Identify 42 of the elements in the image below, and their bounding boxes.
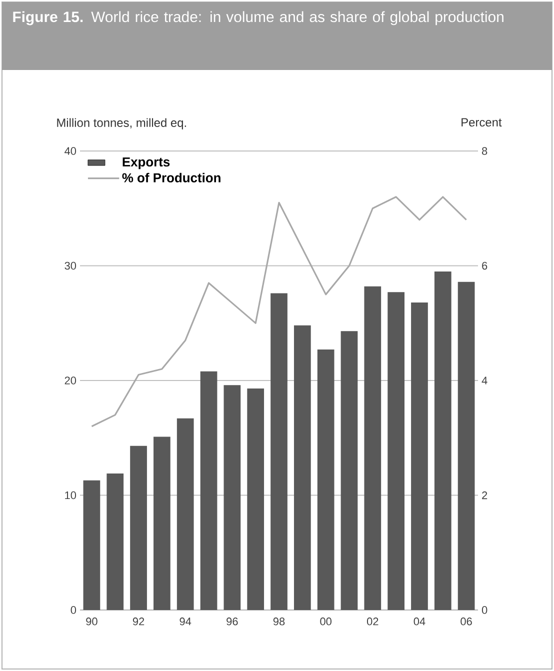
y2-tick-label: 4 <box>482 376 488 384</box>
x-tick-label: 98 <box>273 618 285 626</box>
bar <box>154 436 170 610</box>
y-tick-label: 0 <box>70 606 76 614</box>
bar <box>364 286 382 610</box>
chart-title: Figure 15. World rice trade: in volume and as share of global production <box>13 11 504 26</box>
y2-axis-title: Percent <box>462 118 502 127</box>
line-series <box>90 196 468 428</box>
bar <box>224 385 241 610</box>
legend-label: % of Production <box>122 172 220 182</box>
y-axis-title: Million tonnes, milled eq. <box>57 118 186 130</box>
x-tick-label: 92 <box>132 618 144 626</box>
x-tick-label: 04 <box>414 618 426 626</box>
x-tick-label: 96 <box>226 618 238 626</box>
y-tick-label: 40 <box>64 147 76 155</box>
bar <box>106 473 124 610</box>
bar <box>411 302 428 610</box>
x-tick-label: 94 <box>180 618 192 626</box>
y2-tick-label: 6 <box>482 262 488 270</box>
x-tick-label: 00 <box>320 618 332 626</box>
bar <box>176 418 194 610</box>
y-tick-label: 30 <box>64 262 76 270</box>
bar <box>294 325 311 610</box>
y2-tick-label: 0 <box>482 606 488 614</box>
bar <box>340 331 358 610</box>
y2-tick-label: 2 <box>482 491 488 500</box>
bar <box>130 446 147 610</box>
x-tick-label: 06 <box>460 618 472 626</box>
bar <box>458 282 475 610</box>
bar <box>434 271 452 610</box>
bar <box>388 292 404 610</box>
legend-label: Exports <box>122 157 170 170</box>
y-tick-label: 20 <box>64 376 76 384</box>
bar <box>317 350 334 610</box>
bar <box>83 480 100 610</box>
x-tick-label: 02 <box>366 618 378 626</box>
bar <box>200 371 218 610</box>
bar <box>247 388 264 610</box>
bar <box>270 293 288 610</box>
x-tick-label: 90 <box>86 618 98 626</box>
y-tick-label: 10 <box>65 491 76 500</box>
y2-tick-label: 8 <box>482 147 488 155</box>
